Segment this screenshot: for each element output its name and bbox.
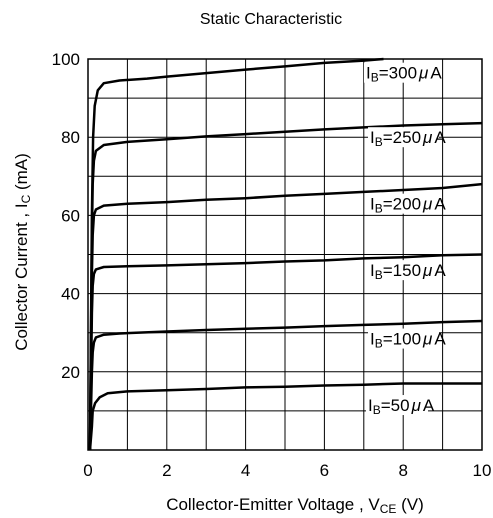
series-labels: IB=50 μ A IB=100 μ A IB=150 μ A IB=200 μ A IB=250 μ A I… [364,62,446,417]
x-tick-label: 0 [83,461,92,480]
series-label: IB=300 μ A [366,64,442,85]
series-label: IB=250 μ A [370,128,446,149]
series-label-bg [368,127,439,148]
x-tick-label: 6 [320,461,329,480]
series-label-bg [366,395,428,416]
y-tick-label: 20 [61,363,80,382]
x-axis-label: Collector-Emitter Voltage , VCE (V) [166,495,424,516]
series-label-bg [368,260,439,281]
y-tick-label: 80 [61,128,80,147]
y-tick-label: 60 [61,206,80,225]
x-tick-label: 4 [241,461,250,480]
series-label-bg [368,328,439,349]
chart-title: Static Characteristic [200,11,342,28]
y-axis-label: Collector Current , IC (mA) [12,153,33,351]
series-curve [88,57,384,451]
series-curve [88,253,483,451]
series-label-bg [368,193,439,214]
series-curve [88,382,482,451]
series-label: IB=150 μ A [370,261,446,282]
series-label: IB=200 μ A [370,195,446,216]
y-tick-label: 100 [52,50,80,69]
series-curves [88,57,483,451]
series-label: IB=50 μ A [368,396,435,417]
tick-labels: 0 2 4 6 8 10 20 40 60 80 100 [52,50,492,480]
x-tick-label: 10 [473,461,492,480]
x-tick-label: 2 [162,461,171,480]
series-label: IB=100 μ A [370,330,446,351]
series-curve [88,319,483,451]
y-tick-label: 40 [61,285,80,304]
series-label-bg [364,62,435,83]
x-tick-label: 8 [398,461,407,480]
